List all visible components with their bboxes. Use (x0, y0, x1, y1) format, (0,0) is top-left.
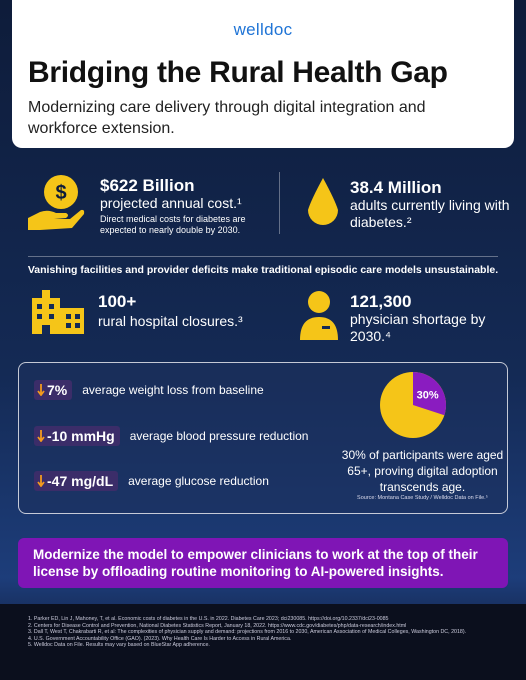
pie-label: 30% (417, 389, 439, 401)
stat-value: $622 Billion (100, 176, 195, 195)
footnote: 3. Dall T, West T, Chakrabarti R, et al:… (28, 629, 467, 636)
badge: 7% (34, 380, 73, 400)
outcome-text: average weight loss from baseline (82, 383, 264, 397)
building-icon (32, 290, 84, 334)
badge-value: 7% (47, 382, 68, 398)
outcome-text: average glucose reduction (128, 474, 269, 488)
shortage-label: rural hospital closures.³ (98, 313, 243, 329)
logo: welldoc (233, 20, 293, 39)
title: Bridging the Rural Health Gap (28, 56, 448, 89)
svg-text:$: $ (55, 182, 66, 204)
subtitle: Modernizing care delivery through digita… (28, 99, 426, 137)
footer (0, 604, 526, 680)
footnotes: 1. Parker ED, Lin J, Mahoney, T, et al. … (28, 616, 498, 649)
shortage-value: 121,300 (350, 292, 412, 311)
shortage-label: physician shortage by 2030.⁴ (350, 311, 486, 344)
shortage-value: 100+ (98, 292, 137, 311)
statement: Vanishing facilities and provider defici… (27, 264, 499, 276)
banner: Modernize the model to empower clinician… (18, 538, 508, 588)
footnote: 4. U.S. Government Accountability Office… (28, 635, 292, 642)
outcome-row: -47 mg/dL average glucose reduction (34, 471, 269, 491)
badge-value: -47 mg/dL (47, 473, 114, 489)
arrow-shape (37, 384, 45, 396)
outcome-text: average blood pressure reduction (129, 429, 309, 443)
outcome-row: -10 mmHg average blood pressure reduction (34, 426, 308, 446)
pie-caption: 30% of participants were aged 65+, provi… (341, 448, 504, 494)
drop-icon (308, 178, 338, 225)
person-icon (300, 291, 338, 340)
badge: -10 mmHg (34, 426, 120, 446)
divider (279, 172, 280, 234)
badge-value: -10 mmHg (47, 428, 115, 444)
arrow-shape (37, 430, 45, 442)
stat-label: adults currently living with diabetes.² (350, 197, 510, 230)
divider (28, 256, 498, 257)
down-arrow (37, 430, 45, 442)
footnote: 5. Welldoc Data on File. Results may var… (28, 642, 210, 649)
stat-label: projected annual cost.¹ (100, 195, 242, 211)
money-icon: $ (28, 175, 85, 230)
footnote: 2. Centers for Disease Control and Preve… (28, 622, 407, 629)
down-arrow (37, 384, 45, 396)
arrow-shape (37, 475, 45, 487)
badge: -47 mg/dL (34, 471, 119, 491)
outcome-row: 7% average weight loss from baseline (34, 380, 264, 400)
down-arrow (37, 475, 45, 487)
pie-slice (413, 372, 446, 416)
pie-chart: 30% (380, 372, 446, 438)
header-card (12, 0, 514, 148)
stat-value: 38.4 Million (350, 178, 442, 197)
stat-note: Direct medical costs for diabetes are ex… (100, 214, 246, 235)
source: Source: Montana Case Study / Welldoc Dat… (357, 495, 488, 501)
footnote: 1. Parker ED, Lin J, Mahoney, T, et al. … (28, 616, 389, 622)
